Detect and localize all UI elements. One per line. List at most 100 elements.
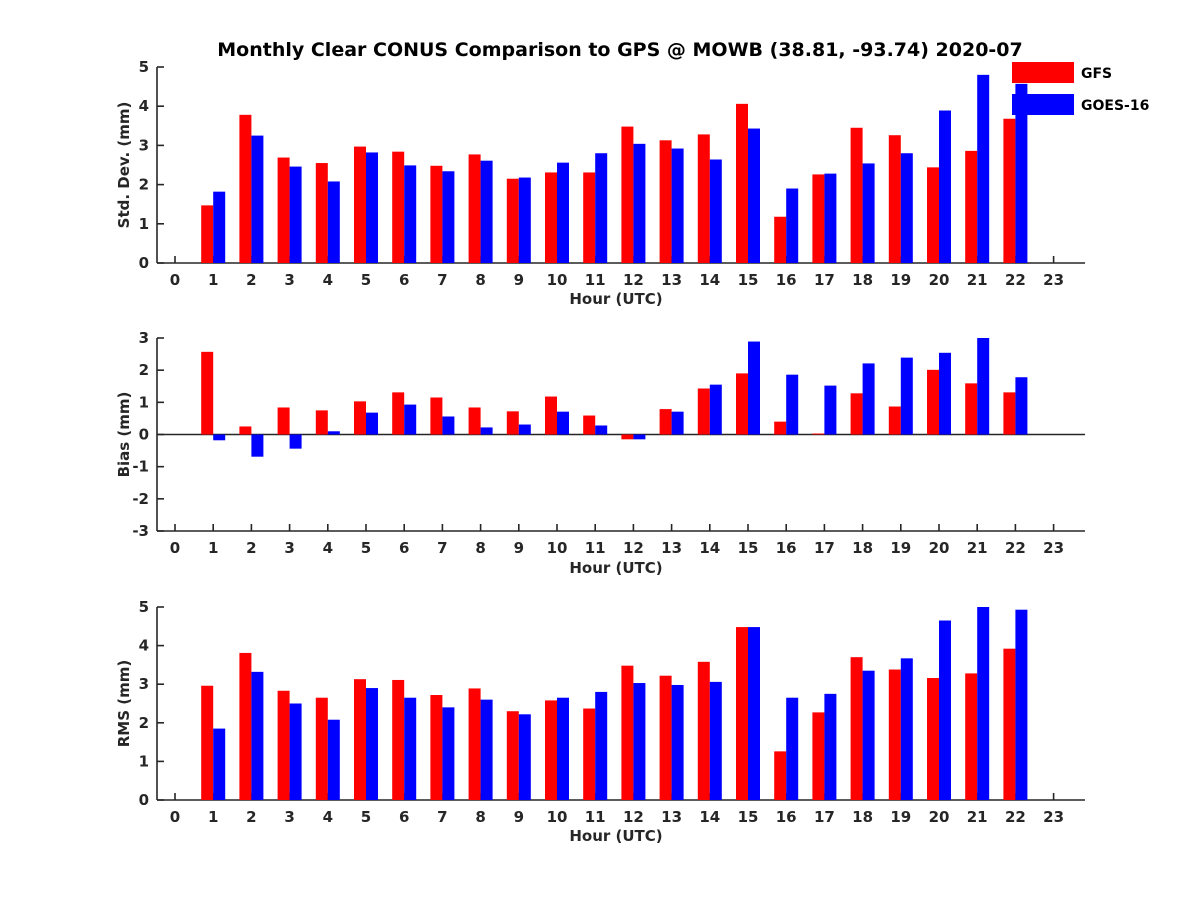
bar-gfs-hour-5 bbox=[354, 401, 366, 435]
y-tick-label: 1 bbox=[139, 752, 149, 770]
bar-goes-16-hour-11 bbox=[595, 425, 608, 435]
bar-goes-16-hour-7 bbox=[442, 707, 455, 800]
bar-goes-16-hour-22 bbox=[1015, 377, 1028, 435]
x-tick-label: 3 bbox=[284, 539, 294, 557]
bar-gfs-hour-8 bbox=[468, 154, 481, 263]
bar-gfs-hour-19 bbox=[888, 669, 901, 800]
y-tick-label: 4 bbox=[139, 97, 149, 115]
x-tick-label: 16 bbox=[776, 539, 797, 557]
bar-gfs-hour-20 bbox=[927, 369, 939, 435]
bar-goes-16-hour-8 bbox=[480, 160, 493, 263]
y-tick-label: 0 bbox=[139, 254, 149, 272]
bar-goes-16-hour-3 bbox=[289, 166, 302, 263]
bar-goes-16-hour-3 bbox=[289, 434, 302, 449]
y-tick-label: 1 bbox=[139, 393, 149, 411]
x-tick-label: 11 bbox=[585, 808, 606, 826]
bar-goes-16-hour-16 bbox=[786, 374, 799, 435]
x-tick-label: 15 bbox=[738, 539, 759, 557]
x-tick-label: 2 bbox=[246, 539, 256, 557]
bar-goes-16-hour-17 bbox=[824, 693, 837, 800]
x-tick-label: 13 bbox=[661, 808, 682, 826]
x-tick-label: 0 bbox=[170, 539, 180, 557]
x-tick-label: 15 bbox=[738, 808, 759, 826]
bar-gfs-hour-9 bbox=[506, 711, 519, 800]
bar-gfs-hour-16 bbox=[774, 751, 787, 800]
bar-goes-16-hour-18 bbox=[862, 163, 875, 263]
x-tick-label: 22 bbox=[1005, 271, 1026, 289]
bar-goes-16-hour-16 bbox=[786, 697, 799, 800]
bar-gfs-hour-12 bbox=[621, 665, 634, 800]
x-tick-label: 5 bbox=[361, 539, 371, 557]
bar-goes-16-hour-5 bbox=[366, 688, 378, 800]
legend: GFS GOES-16 bbox=[1012, 62, 1149, 115]
bar-goes-16-hour-22 bbox=[1015, 83, 1028, 263]
x-tick-label: 19 bbox=[890, 271, 911, 289]
x-tick-label: 2 bbox=[246, 271, 256, 289]
bar-gfs-hour-11 bbox=[583, 172, 596, 263]
bar-gfs-hour-22 bbox=[1003, 392, 1016, 435]
bar-goes-16-hour-9 bbox=[518, 177, 531, 263]
x-tick-label: 18 bbox=[852, 808, 873, 826]
bar-goes-16-hour-20 bbox=[939, 110, 951, 264]
bar-goes-16-hour-17 bbox=[824, 173, 837, 263]
bar-gfs-hour-12 bbox=[621, 434, 634, 440]
bar-goes-16-hour-15 bbox=[748, 341, 760, 435]
y-tick-label: 2 bbox=[139, 361, 149, 379]
x-tick-label: 21 bbox=[967, 271, 988, 289]
bar-gfs-hour-7 bbox=[430, 397, 443, 435]
bar-gfs-hour-17 bbox=[812, 174, 825, 263]
bar-gfs-hour-15 bbox=[736, 373, 748, 435]
x-tick-label: 1 bbox=[208, 808, 218, 826]
bar-gfs-hour-8 bbox=[468, 688, 481, 800]
bar-goes-16-hour-13 bbox=[671, 684, 684, 800]
bar-goes-16-hour-5 bbox=[366, 412, 378, 435]
bar-gfs-hour-8 bbox=[468, 407, 481, 435]
bar-gfs-hour-20 bbox=[927, 167, 939, 263]
x-tick-label: 9 bbox=[514, 539, 524, 557]
bar-goes-16-hour-5 bbox=[366, 152, 378, 263]
bar-goes-16-hour-6 bbox=[404, 697, 417, 800]
bar-goes-16-hour-10 bbox=[557, 411, 569, 435]
bar-gfs-hour-6 bbox=[392, 679, 405, 800]
bar-gfs-hour-14 bbox=[697, 134, 710, 263]
bar-gfs-hour-1 bbox=[201, 685, 214, 800]
bar-goes-16-hour-2 bbox=[251, 671, 264, 800]
x-tick-label: 12 bbox=[623, 808, 644, 826]
bar-goes-16-hour-20 bbox=[939, 620, 951, 800]
bar-goes-16-hour-22 bbox=[1015, 609, 1028, 800]
bar-gfs-hour-14 bbox=[697, 388, 710, 435]
bar-goes-16-hour-12 bbox=[633, 143, 646, 263]
x-tick-label: 10 bbox=[547, 271, 568, 289]
x-tick-label: 16 bbox=[776, 808, 797, 826]
bar-gfs-hour-4 bbox=[315, 410, 328, 435]
bar-gfs-hour-10 bbox=[545, 396, 557, 435]
x-tick-label: 3 bbox=[284, 271, 294, 289]
chart-title: Monthly Clear CONUS Comparison to GPS @ … bbox=[217, 39, 1023, 61]
bar-gfs-hour-16 bbox=[774, 216, 787, 263]
bar-goes-16-hour-8 bbox=[480, 427, 493, 435]
x-tick-label: 14 bbox=[699, 808, 720, 826]
y-axis-label: Std. Dev. (mm) bbox=[115, 102, 133, 229]
bar-goes-16-hour-2 bbox=[251, 135, 264, 263]
bar-goes-16-hour-14 bbox=[709, 384, 722, 435]
x-tick-label: 14 bbox=[699, 271, 720, 289]
x-tick-label: 1 bbox=[208, 271, 218, 289]
bar-gfs-hour-16 bbox=[774, 421, 787, 435]
bar-goes-16-hour-18 bbox=[862, 670, 875, 800]
bar-gfs-hour-18 bbox=[850, 393, 863, 435]
x-tick-label: 23 bbox=[1043, 539, 1064, 557]
x-tick-label: 16 bbox=[776, 271, 797, 289]
x-tick-label: 8 bbox=[475, 271, 485, 289]
x-tick-label: 20 bbox=[929, 808, 950, 826]
x-tick-label: 4 bbox=[323, 808, 333, 826]
y-tick-label: 2 bbox=[139, 176, 149, 194]
bar-goes-16-hour-19 bbox=[900, 153, 913, 263]
x-tick-label: 15 bbox=[738, 271, 759, 289]
x-tick-label: 2 bbox=[246, 808, 256, 826]
x-axis-label: Hour (UTC) bbox=[569, 290, 662, 308]
x-tick-label: 4 bbox=[323, 271, 333, 289]
bar-goes-16-hour-14 bbox=[709, 681, 722, 800]
bar-goes-16-hour-15 bbox=[748, 128, 760, 263]
